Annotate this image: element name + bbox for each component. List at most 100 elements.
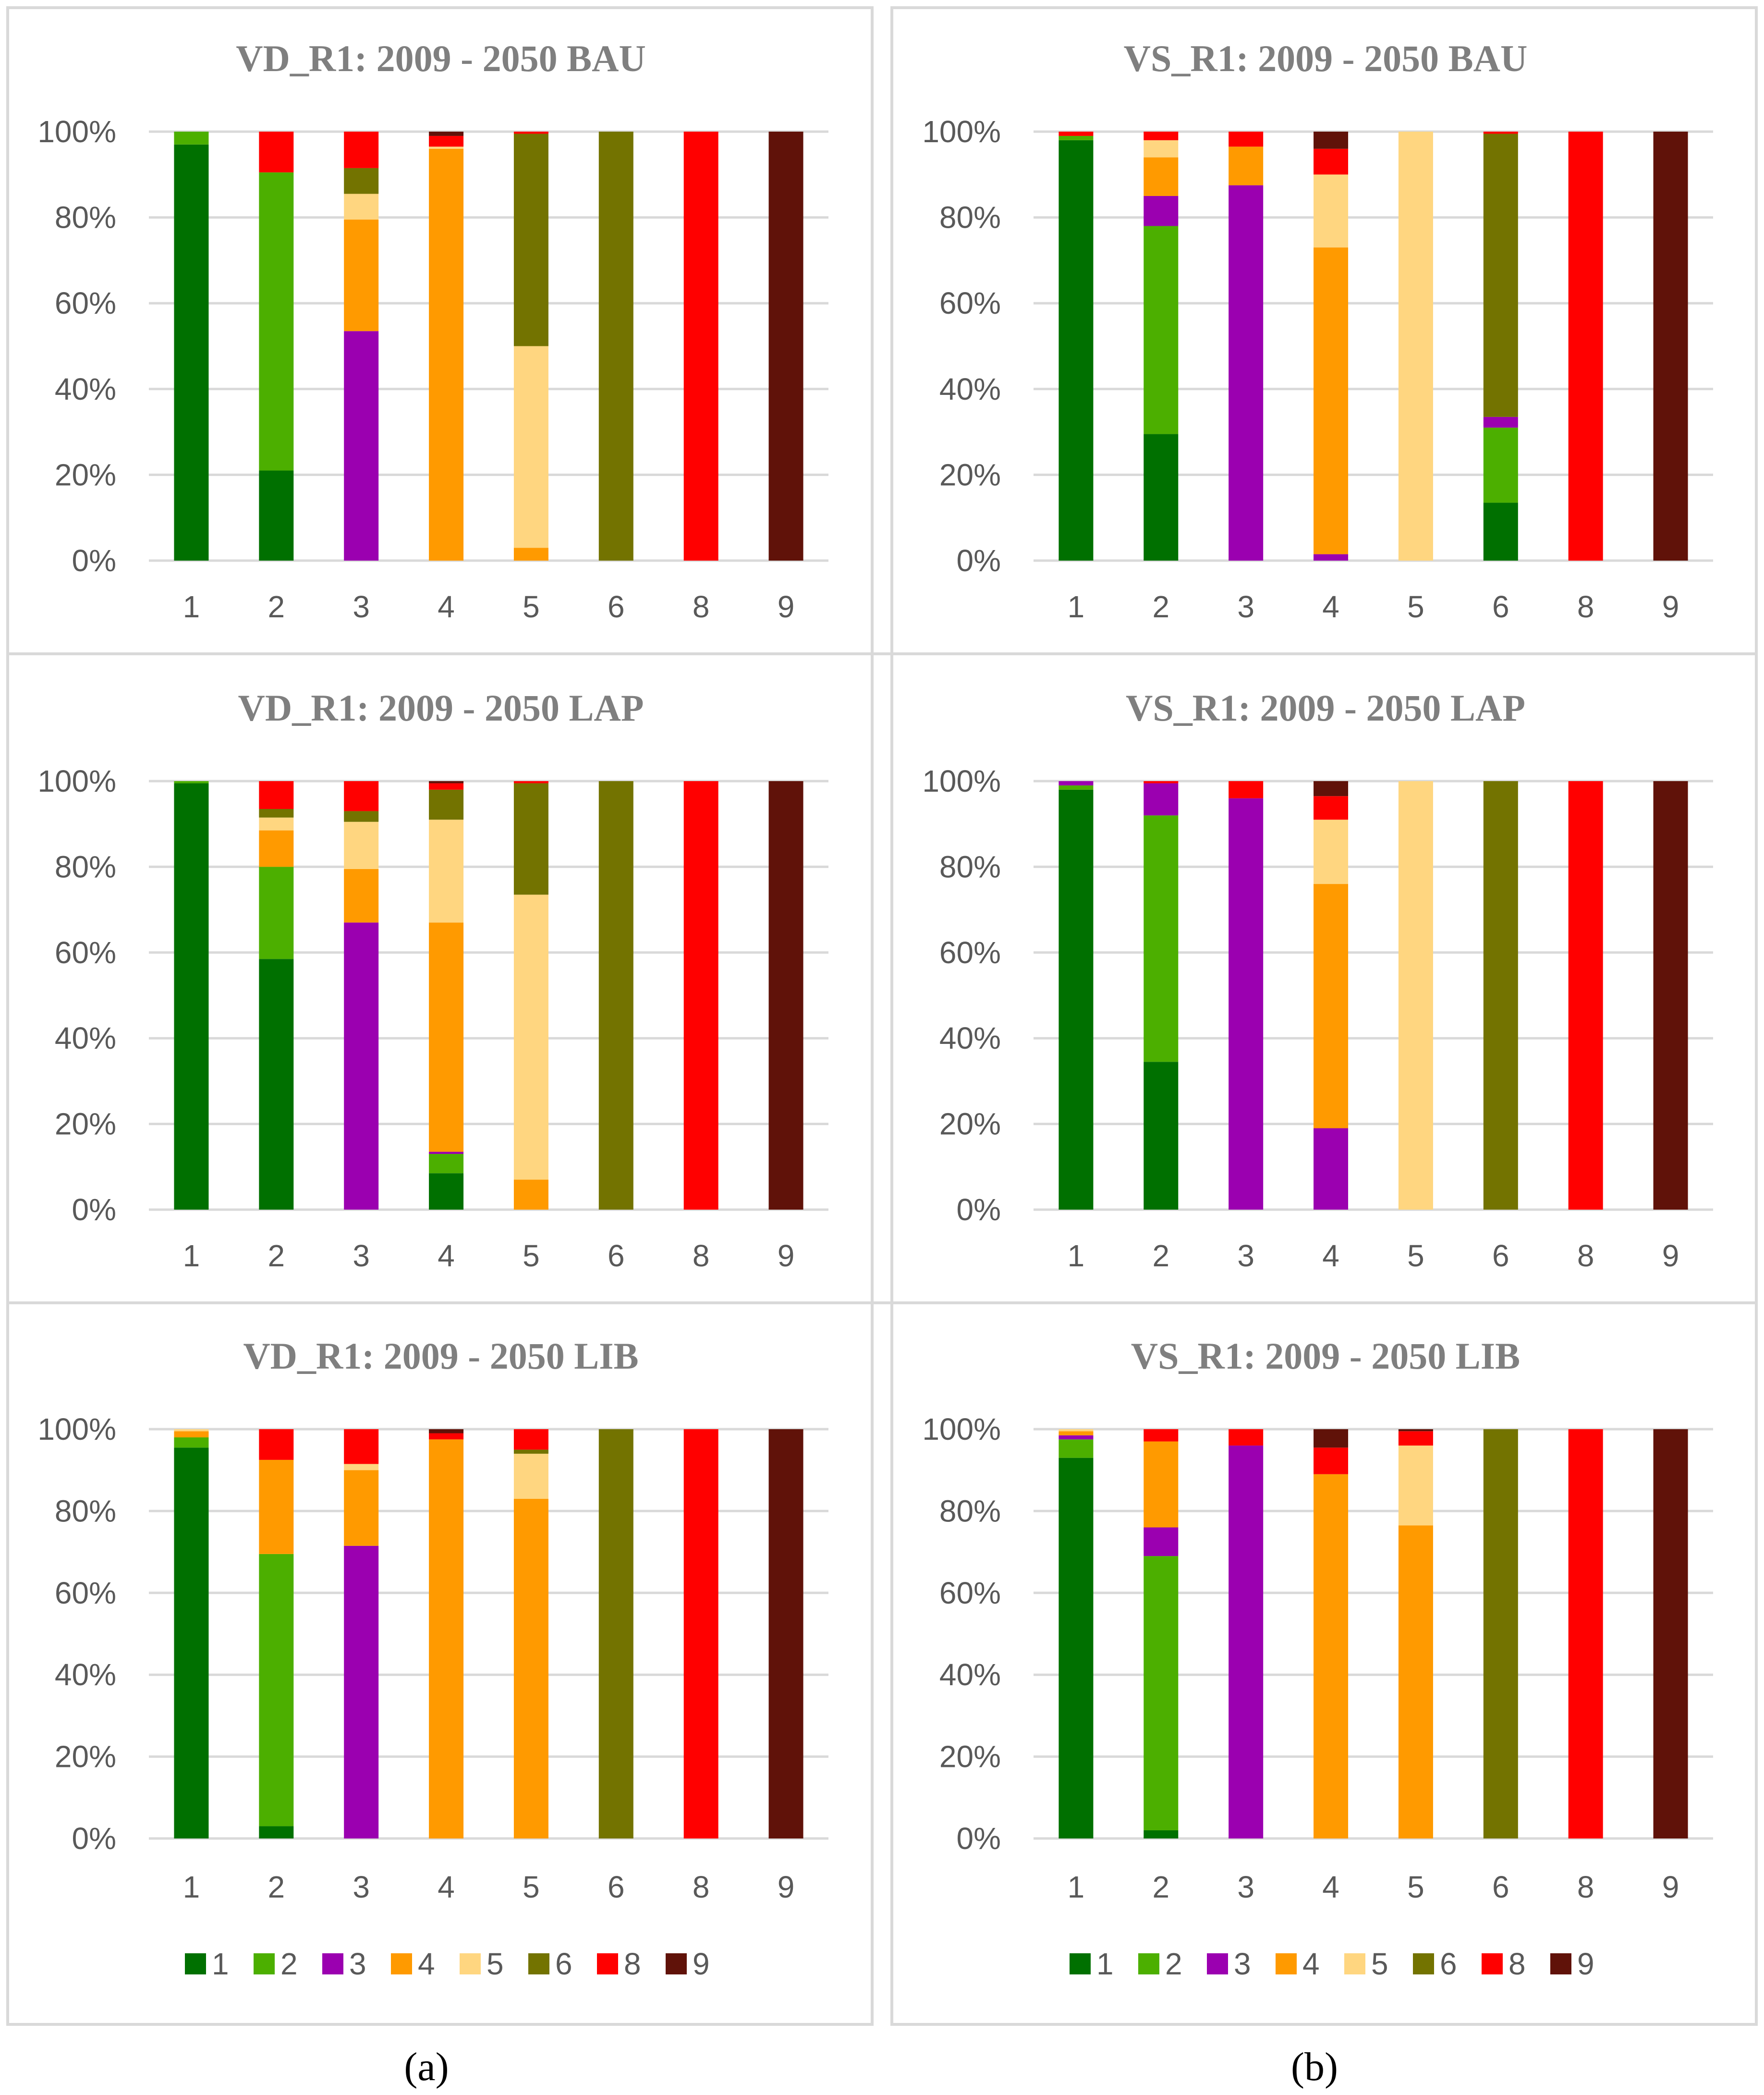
bar-segment-cat-1-class-4: [1058, 1431, 1094, 1435]
bar-segment-cat-1-class-2: [1058, 785, 1094, 790]
x-tick-label: 4: [1322, 589, 1339, 624]
x-tick-label: 2: [268, 589, 285, 624]
bar-segment-cat-3-class-3: [344, 922, 379, 1210]
x-tick-label: 8: [693, 1870, 710, 1904]
bar-segment-cat-8-class-8: [683, 1429, 718, 1838]
bar-segment-cat-4-class-1: [429, 1173, 464, 1210]
y-tick-label: 80%: [55, 200, 116, 235]
y-tick-label: 20%: [55, 1740, 116, 1774]
bar-segment-cat-1-class-1: [174, 783, 209, 1210]
bar-segment-cat-3-class-3: [344, 331, 379, 561]
x-tick-label: 3: [1237, 1238, 1254, 1273]
bar-segment-cat-1-class-1: [174, 1447, 209, 1838]
x-tick-label: 1: [1068, 1238, 1085, 1273]
y-tick-label: 80%: [939, 200, 1001, 235]
y-tick-label: 40%: [55, 372, 116, 406]
bar-segment-cat-6-class-1: [1483, 502, 1518, 561]
legend-swatch: [254, 1953, 275, 1974]
bar-segment-cat-2-class-8: [1144, 781, 1179, 784]
bar-segment-cat-4-class-4: [1314, 884, 1349, 1128]
bar-segment-cat-6-class-8: [1483, 132, 1518, 134]
bar-segment-cat-8-class-8: [1568, 781, 1603, 1210]
x-tick-label: 1: [183, 1870, 200, 1904]
bar-segment-cat-4-class-4: [429, 922, 464, 1152]
legend-label: 3: [1234, 1947, 1251, 1981]
legend-label: 9: [693, 1947, 710, 1981]
bar-segment-cat-6-class-6: [1483, 1429, 1518, 1838]
bar-segment-cat-8-class-8: [683, 781, 718, 1210]
legend-label: 9: [1577, 1947, 1594, 1981]
y-tick-label: 60%: [55, 935, 116, 970]
bar-segment-cat-3-class-5: [344, 1464, 379, 1470]
bar-segment-cat-4-class-8: [429, 1433, 464, 1440]
y-tick-label: 100%: [922, 114, 1001, 149]
x-tick-label: 5: [1407, 589, 1424, 624]
bar-segment-cat-5-class-4: [1398, 1525, 1433, 1838]
y-tick-label: 60%: [55, 1576, 116, 1610]
y-tick-label: 40%: [939, 372, 1001, 406]
x-tick-label: 1: [1068, 589, 1085, 624]
x-tick-label: 2: [268, 1238, 285, 1273]
chart-vd-lap: VD_R1: 2009 - 2050 LAP 0% 20% 40% 60% 80% 100%…: [37, 687, 828, 1273]
y-tick-label: 0%: [957, 1821, 1001, 1856]
y-tick-label: 40%: [939, 1657, 1001, 1692]
bar-segment-cat-9-class-9: [768, 132, 803, 561]
bar-segment-cat-3-class-8: [344, 781, 379, 811]
legend-swatch: [391, 1953, 412, 1974]
chart-vs-bau: VS_R1: 2009 - 2050 BAU 0% 20% 40% 60% 80% 100%…: [922, 37, 1713, 624]
bar-segment-cat-4-class-9: [429, 1429, 464, 1433]
chart-title: VS_R1: 2009 - 2050 LIB: [1131, 1335, 1520, 1377]
y-tick-label: 40%: [55, 1657, 116, 1692]
x-tick-label: 6: [608, 1238, 625, 1273]
bar-segment-cat-1-class-5: [174, 1429, 209, 1432]
bar-segment-cat-8-class-8: [1568, 1429, 1603, 1838]
bar-segment-cat-3-class-3: [344, 1545, 379, 1838]
bar-segment-cat-5-class-5: [1398, 1446, 1433, 1526]
y-tick-label: 0%: [72, 1192, 117, 1227]
bar-segment-cat-2-class-1: [259, 1826, 294, 1838]
bar-segment-cat-2-class-1: [1144, 1830, 1179, 1838]
bar-segment-cat-3-class-3: [1229, 185, 1264, 561]
legend-label: 2: [280, 1947, 298, 1981]
bar-segment-cat-5-class-8: [1398, 1431, 1433, 1446]
legend-label: 2: [1165, 1947, 1182, 1981]
y-tick-label: 60%: [939, 1576, 1001, 1610]
y-tick-label: 80%: [939, 1494, 1001, 1528]
y-tick-label: 100%: [37, 764, 116, 798]
legend-b: 1 2 3 4 5 6 8 9: [1070, 1947, 1594, 1981]
chart-title: VD_R1: 2009 - 2050 LIB: [243, 1335, 638, 1377]
x-tick-label: 9: [1662, 1870, 1679, 1904]
x-tick-label: 8: [1577, 1238, 1594, 1273]
bar-segment-cat-9-class-9: [768, 781, 803, 1210]
bar-segment-cat-4-class-5: [1314, 174, 1349, 248]
bar-segment-cat-3-class-4: [344, 220, 379, 331]
bar-segment-cat-4-class-4: [1314, 247, 1349, 554]
bar-segment-cat-2-class-2: [259, 1554, 294, 1826]
chart-vs-lib: VS_R1: 2009 - 2050 LIB 0% 20% 40% 60% 80% 100%…: [922, 1335, 1713, 1904]
bar-segment-cat-4-class-4: [429, 148, 464, 561]
bar-segment-cat-4-class-4: [1314, 1474, 1349, 1838]
bar-segment-cat-1-class-2: [174, 132, 209, 145]
bar-segment-cat-4-class-9: [1314, 781, 1349, 796]
bar-segment-cat-5-class-4: [513, 1498, 548, 1838]
legend-label: 4: [1302, 1947, 1320, 1981]
x-tick-label: 2: [1153, 589, 1170, 624]
bar-segment-cat-1-class-1: [174, 144, 209, 561]
bar-segment-cat-5-class-5: [1398, 781, 1433, 1210]
x-tick-label: 6: [1492, 1870, 1509, 1904]
bar-segment-cat-3-class-8: [344, 1429, 379, 1464]
bar-segment-cat-1-class-1: [1058, 789, 1094, 1210]
y-tick-label: 20%: [939, 1107, 1001, 1141]
y-tick-label: 60%: [939, 935, 1001, 970]
y-tick-label: 0%: [957, 1192, 1001, 1227]
bar-segment-cat-5-class-8: [513, 132, 548, 134]
legend-label: 6: [555, 1947, 572, 1981]
bar-segment-cat-3-class-4: [1229, 147, 1264, 185]
y-tick-label: 80%: [55, 1494, 116, 1528]
bar-segment-cat-6-class-6: [598, 132, 633, 561]
chart-vd-bau: VD_R1: 2009 - 2050 BAU 0% 20% 40% 60% 80% 100%…: [37, 37, 828, 624]
y-tick-label: 100%: [922, 1412, 1001, 1446]
y-tick-label: 0%: [957, 543, 1001, 578]
bar-segment-cat-2-class-4: [1144, 157, 1179, 196]
